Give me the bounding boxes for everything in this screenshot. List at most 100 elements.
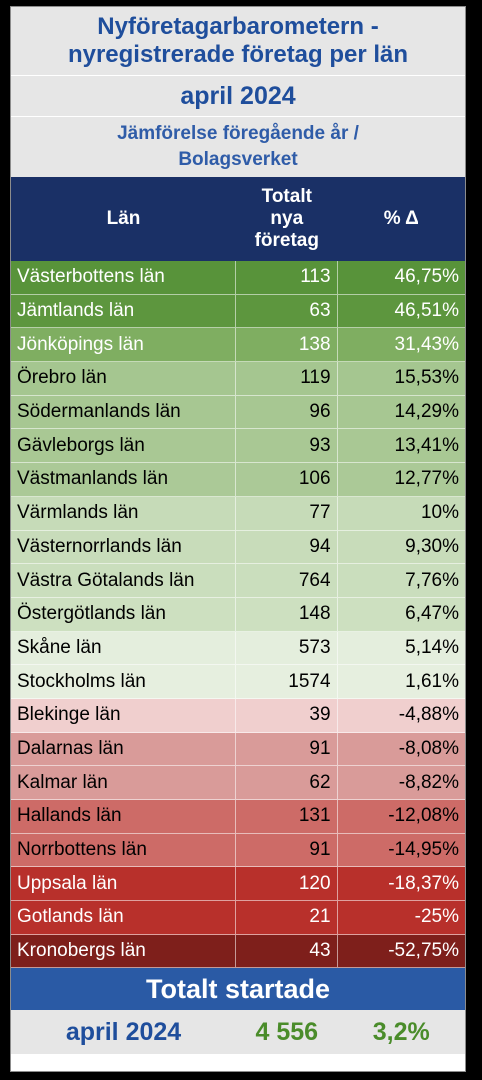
table-row: Västra Götalands län 764 7,76%: [11, 564, 465, 598]
table-row: Västernorrlands län 94 9,30%: [11, 530, 465, 565]
county-pct-change: 7,76%: [405, 569, 459, 591]
table-row: Dalarnas län 91 -8,08%: [11, 732, 465, 767]
county-name: Dalarnas län: [11, 732, 236, 766]
county-total: 96: [236, 395, 338, 429]
county-name: Västerbottens län: [11, 261, 236, 294]
column-header-total-line-1: Totalt: [261, 186, 312, 207]
county-pct-change: -8,82%: [398, 771, 459, 793]
table-row: Hallands län 131 -12,08%: [11, 800, 465, 834]
county-pct-change: 13,41%: [394, 434, 459, 456]
county-pct-change: -8,08%: [398, 737, 459, 759]
county-pct-change: 46,75%: [394, 266, 459, 288]
table-row: Värmlands län 77 10%: [11, 496, 465, 531]
county-pct-change: -12,08%: [388, 805, 459, 827]
county-pct-change: 46,51%: [394, 300, 459, 322]
county-total: 43: [236, 934, 338, 968]
county-name: Västra Götalands län: [11, 564, 236, 597]
county-total: 119: [236, 362, 338, 395]
summary-period: april 2024: [65, 1017, 182, 1046]
county-total: 106: [236, 463, 338, 496]
county-total: 113: [236, 261, 338, 294]
county-total: 764: [236, 564, 338, 597]
summary-total: 4 556: [255, 1017, 319, 1046]
table-row: Kronobergs län 43 -52,75%: [11, 934, 465, 969]
county-name: Uppsala län: [11, 867, 236, 901]
county-total: 93: [236, 429, 338, 463]
table-row: Norrbottens län 91 -14,95%: [11, 833, 465, 868]
county-pct-change: 15,53%: [394, 367, 459, 389]
county-name: Östergötlands län: [11, 597, 236, 631]
table-row: Gävleborgs län 93 13,41%: [11, 429, 465, 464]
county-pct-change: 12,77%: [394, 468, 459, 490]
county-name: Västmanlands län: [11, 463, 236, 496]
county-name: Jämtlands län: [11, 294, 236, 328]
column-header-total-line-3: företag: [254, 230, 319, 251]
table-row: Kalmar län 62 -8,82%: [11, 766, 465, 800]
subtitle-cell: Jämförelse föregående år / Bolagsverket: [11, 117, 465, 177]
county-pct-change: 14,29%: [394, 401, 459, 423]
period-title: april 2024: [11, 76, 465, 117]
county-name: Skåne län: [11, 631, 236, 665]
county-total: 21: [236, 901, 338, 934]
county-name: Stockholms län: [11, 665, 236, 698]
county-pct-change: 10%: [420, 502, 459, 524]
county-name: Örebro län: [11, 362, 236, 395]
column-header-pct: % Δ: [383, 208, 419, 229]
county-name: Kronobergs län: [11, 934, 236, 968]
county-total: 62: [236, 766, 338, 799]
county-name: Jönköpings län: [11, 328, 236, 362]
county-total: 131: [236, 800, 338, 833]
table-row: Blekinge län 39 -4,88%: [11, 698, 465, 733]
table-row: Skåne län 573 5,14%: [11, 631, 465, 666]
total-started-label: Totalt startade: [11, 968, 465, 1011]
table-body: Västerbottens län 113 46,75% Jämtlands län 6…: [11, 261, 465, 969]
table-header: Län Totalt nya företag % Δ: [11, 177, 465, 261]
table-row: Jönköpings län 138 31,43%: [11, 328, 465, 363]
county-pct-change: 6,47%: [405, 603, 459, 625]
county-pct-change: -4,88%: [398, 704, 459, 726]
county-pct-change: -52,75%: [388, 940, 459, 962]
summary-pct: 3,2%: [372, 1017, 430, 1046]
county-pct-change: 1,61%: [405, 670, 459, 692]
subtitle-line-1: Jämförelse föregående år /: [117, 123, 359, 144]
county-pct-change: -25%: [414, 906, 459, 928]
table-row: Västmanlands län 106 12,77%: [11, 463, 465, 497]
county-total: 91: [236, 833, 338, 867]
county-total: 138: [236, 328, 338, 362]
table-row: Uppsala län 120 -18,37%: [11, 867, 465, 902]
county-total: 77: [236, 496, 338, 530]
county-total: 120: [236, 867, 338, 901]
title-cell: Nyföretagarbarometern - nyregistrerade f…: [11, 7, 465, 76]
county-name: Södermanlands län: [11, 395, 236, 429]
column-header-total-line-2: nya: [270, 208, 304, 229]
county-name: Västernorrlands län: [11, 530, 236, 564]
table-row: Stockholms län 1574 1,61%: [11, 665, 465, 699]
county-total: 94: [236, 530, 338, 564]
page-title-line-2: nyregistrerade företag per län: [67, 41, 409, 68]
table-row: Jämtlands län 63 46,51%: [11, 294, 465, 329]
county-total: 91: [236, 732, 338, 766]
county-total: 63: [236, 294, 338, 328]
county-name: Gotlands län: [11, 901, 236, 934]
county-name: Norrbottens län: [11, 833, 236, 867]
table-row: Gotlands län 21 -25%: [11, 901, 465, 935]
county-name: Värmlands län: [11, 496, 236, 530]
table-row: Östergötlands län 148 6,47%: [11, 597, 465, 632]
county-total: 573: [236, 631, 338, 665]
subtitle-line-2: Bolagsverket: [178, 149, 298, 170]
county-pct-change: 5,14%: [405, 636, 459, 658]
column-header-lan: Län: [106, 208, 141, 229]
county-total: 148: [236, 597, 338, 631]
summary-row: april 2024 4 556 3,2%: [11, 1010, 465, 1055]
county-name: Hallands län: [11, 800, 236, 833]
column-header-total: Totalt nya företag: [236, 186, 338, 252]
county-pct-change: 31,43%: [394, 333, 459, 355]
page-title-line-1: Nyföretagarbarometern -: [97, 13, 379, 40]
county-name: Gävleborgs län: [11, 429, 236, 463]
county-total: 1574: [236, 665, 338, 698]
county-pct-change: -14,95%: [388, 839, 459, 861]
table-row: Södermanlands län 96 14,29%: [11, 395, 465, 430]
county-total: 39: [236, 698, 338, 732]
title-block: Nyföretagarbarometern - nyregistrerade f…: [11, 7, 465, 177]
barometer-table-card: Nyföretagarbarometern - nyregistrerade f…: [10, 6, 466, 1072]
